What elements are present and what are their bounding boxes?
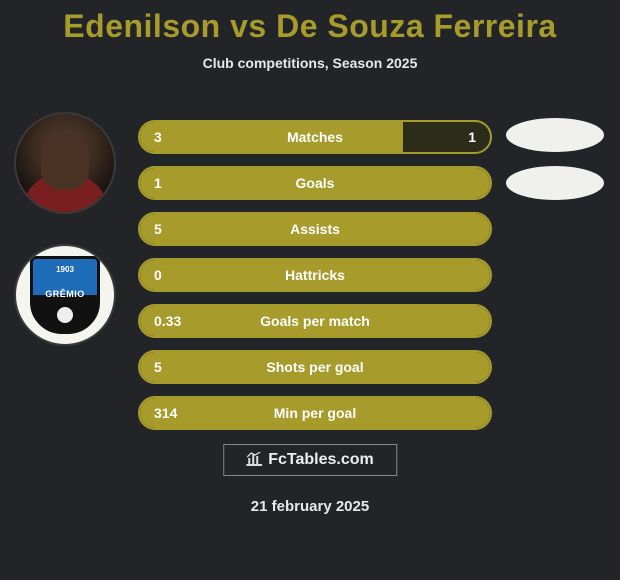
club-year: 1903	[56, 265, 74, 274]
club-name: GRÊMIO	[45, 289, 85, 299]
stat-row: 0Hattricks	[138, 258, 492, 292]
player-avatar	[14, 112, 116, 214]
opponent-club-placeholder	[506, 166, 604, 200]
stat-row: 1Goals	[138, 166, 492, 200]
stat-row: 5Shots per goal	[138, 350, 492, 384]
brand-box[interactable]: FcTables.com	[223, 444, 397, 476]
stat-row: 5Assists	[138, 212, 492, 246]
date-label: 21 february 2025	[0, 498, 620, 515]
chart-icon	[246, 452, 262, 469]
stat-row: 314Min per goal	[138, 396, 492, 430]
opponent-avatar-placeholder	[506, 118, 604, 152]
right-column	[500, 118, 610, 200]
page-title: Edenilson vs De Souza Ferreira	[0, 0, 620, 45]
stat-label: Goals	[140, 175, 490, 191]
brand-label: FcTables.com	[268, 451, 374, 469]
stat-label: Assists	[140, 221, 490, 237]
stats-list: 3Matches11Goals5Assists0Hattricks0.33Goa…	[138, 120, 492, 430]
stat-right-value: 1	[468, 129, 476, 145]
shield-ball-icon	[57, 307, 73, 323]
club-badge: 1903 GRÊMIO	[14, 244, 116, 346]
stat-label: Matches	[140, 129, 490, 145]
club-shield: 1903 GRÊMIO	[30, 256, 100, 334]
stat-label: Hattricks	[140, 267, 490, 283]
stat-row: 0.33Goals per match	[138, 304, 492, 338]
stat-label: Shots per goal	[140, 359, 490, 375]
stat-label: Goals per match	[140, 313, 490, 329]
avatar-face-shape	[41, 132, 89, 190]
left-column: 1903 GRÊMIO	[10, 112, 120, 346]
subtitle: Club competitions, Season 2025	[0, 55, 620, 71]
stat-row: 3Matches1	[138, 120, 492, 154]
stat-label: Min per goal	[140, 405, 490, 421]
